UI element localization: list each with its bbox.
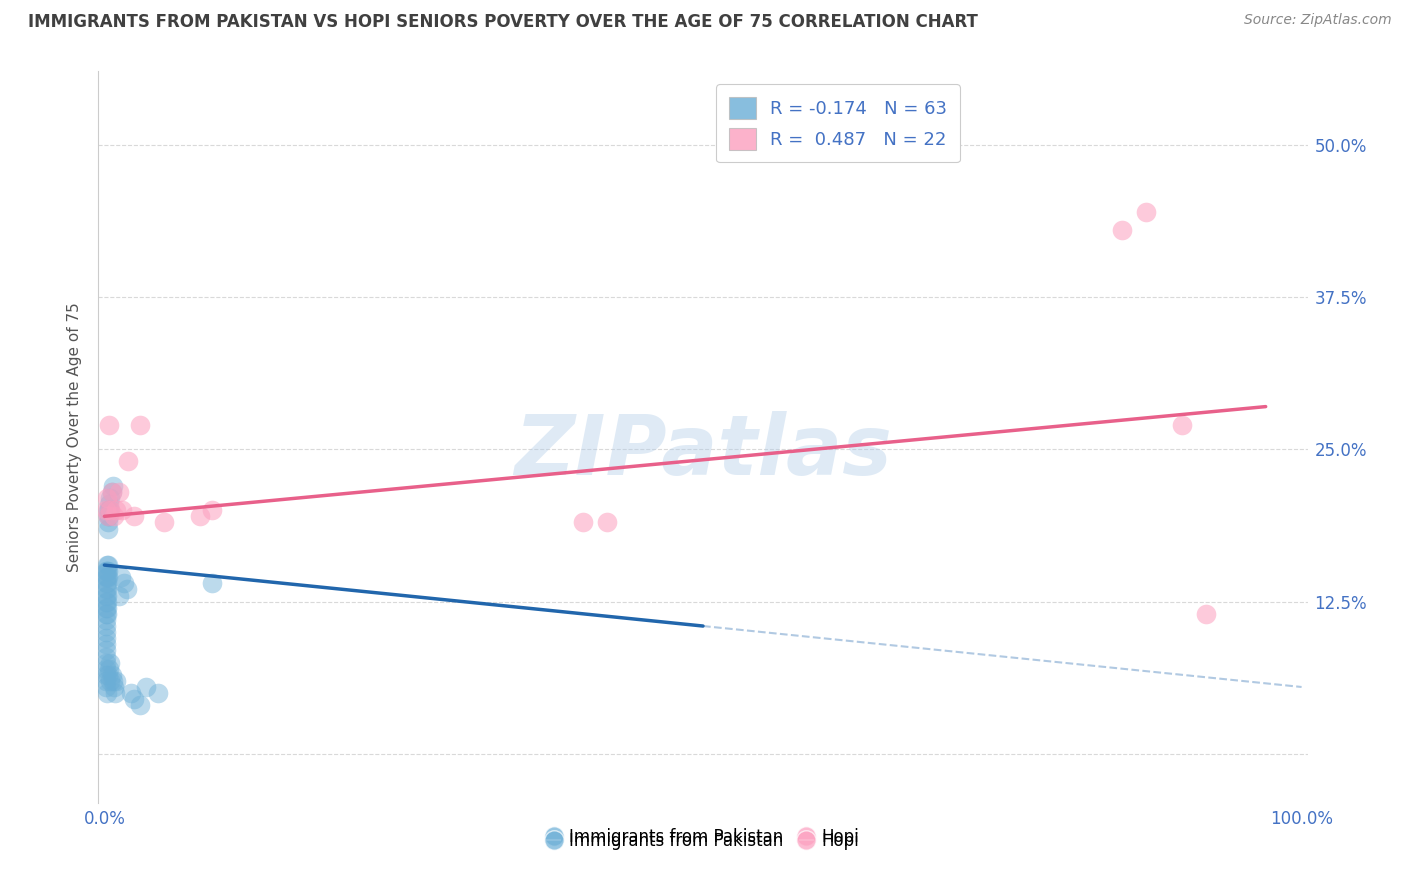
Point [97, 570, 120, 584]
Point [101, 673, 124, 688]
Point [96, 589, 118, 603]
Point [124, 692, 146, 706]
Point [100, 503, 122, 517]
Point [94, 637, 117, 651]
Point [117, 454, 139, 468]
Point [201, 576, 224, 591]
Point [94, 600, 117, 615]
Point [94, 613, 117, 627]
Point [111, 503, 134, 517]
Point [94, 667, 117, 681]
Point [124, 509, 146, 524]
Point [100, 673, 122, 688]
Y-axis label: Seniors Poverty Over the Age of 75: Seniors Poverty Over the Age of 75 [67, 302, 83, 572]
Point [98, 417, 121, 432]
Text: ZIPatlas: ZIPatlas [515, 411, 891, 492]
Point [96, 600, 118, 615]
Point [104, 686, 127, 700]
Text: IMMIGRANTS FROM PAKISTAN VS HOPI SENIORS POVERTY OVER THE AGE OF 75 CORRELATION : IMMIGRANTS FROM PAKISTAN VS HOPI SENIORS… [28, 13, 979, 31]
Point [96, 576, 118, 591]
Point [98, 497, 121, 511]
Point [94, 656, 117, 670]
Point [100, 503, 122, 517]
Point [94, 619, 117, 633]
Point [148, 686, 170, 700]
Text: Source: ZipAtlas.com: Source: ZipAtlas.com [1244, 13, 1392, 28]
Point [100, 485, 122, 500]
Point [135, 680, 157, 694]
Point [96, 686, 118, 700]
Point [97, 516, 120, 530]
Point [96, 582, 118, 597]
Point [112, 576, 135, 591]
Point [188, 509, 211, 524]
Point [96, 607, 118, 621]
Point [107, 589, 129, 603]
Point [129, 417, 152, 432]
Point [103, 509, 125, 524]
Point [96, 558, 118, 573]
Point [96, 594, 118, 608]
Point [94, 576, 117, 591]
Point [96, 491, 118, 505]
Point [94, 564, 117, 578]
Point [596, 516, 619, 530]
Point [100, 485, 122, 500]
Point [201, 503, 224, 517]
Point [129, 698, 152, 713]
Point [120, 686, 142, 700]
Point [94, 643, 117, 657]
Point [94, 570, 117, 584]
Point [101, 479, 124, 493]
Point [94, 662, 117, 676]
Point [105, 673, 128, 688]
Point [97, 558, 120, 573]
Point [103, 680, 125, 694]
Point [94, 680, 117, 694]
Point [97, 509, 120, 524]
Point [98, 662, 121, 676]
Point [100, 656, 122, 670]
Point [96, 570, 118, 584]
Point [572, 516, 595, 530]
Point [94, 625, 117, 640]
Point [110, 570, 132, 584]
Point [97, 667, 120, 681]
Point [115, 582, 138, 597]
Point [97, 503, 120, 517]
Point [94, 503, 117, 517]
Point [107, 485, 129, 500]
Point [1111, 223, 1133, 237]
Point [97, 509, 120, 524]
Point [1135, 204, 1157, 219]
Point [94, 632, 117, 646]
Point [153, 516, 176, 530]
Point [100, 491, 122, 505]
Point [94, 582, 117, 597]
Point [1171, 417, 1194, 432]
Point [98, 503, 121, 517]
Point [94, 594, 117, 608]
Point [94, 673, 117, 688]
Point [97, 521, 120, 535]
Point [94, 607, 117, 621]
Point [94, 589, 117, 603]
Point [98, 509, 121, 524]
Point [105, 503, 128, 517]
Legend: Immigrants from Pakistan, Hopi: Immigrants from Pakistan, Hopi [540, 825, 866, 856]
Point [94, 649, 117, 664]
Point [97, 564, 120, 578]
Point [100, 667, 122, 681]
Point [1195, 607, 1218, 621]
Point [96, 564, 118, 578]
